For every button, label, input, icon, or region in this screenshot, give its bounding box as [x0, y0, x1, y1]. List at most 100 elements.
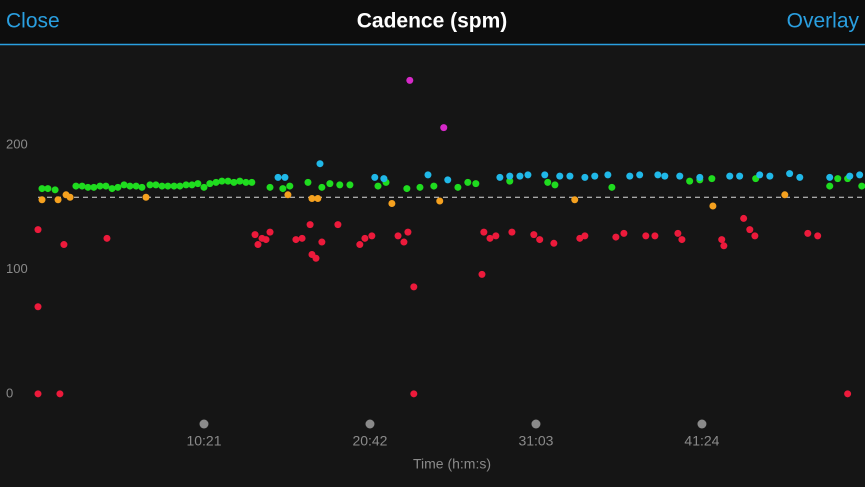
cadence-point [114, 183, 122, 191]
cadence-point [403, 185, 411, 193]
cadence-point [612, 233, 620, 241]
cadence-point [506, 172, 514, 180]
cadence-point [856, 171, 864, 179]
cadence-point [410, 390, 418, 398]
cadence-point [486, 234, 494, 242]
cadence-point [608, 183, 616, 191]
cadence-point [230, 178, 238, 186]
cadence-point [751, 232, 759, 240]
cadence-point [281, 173, 289, 181]
cadence-point [796, 173, 804, 181]
cadence-point [858, 182, 865, 190]
cadence-point [279, 185, 287, 193]
cadence-point [371, 173, 379, 181]
cadence-point [556, 172, 564, 180]
cadence-point [508, 228, 516, 236]
cadence-point [218, 177, 226, 185]
cadence-point [708, 175, 716, 183]
cadence-point [266, 228, 274, 236]
cadence-point [108, 185, 116, 193]
x-axis-label: Time (h:m:s) [413, 456, 491, 472]
cadence-point [566, 172, 574, 180]
cadence-point [626, 172, 634, 180]
cadence-point [604, 171, 612, 179]
cadence-point [356, 241, 364, 249]
cadence-point [254, 241, 262, 249]
cadence-point [146, 181, 154, 189]
cadence-point [266, 183, 274, 191]
cadence-point [158, 182, 166, 190]
cadence-point [696, 173, 704, 181]
cadence-point [406, 76, 414, 84]
cadence-point [96, 182, 104, 190]
cadence-point [308, 195, 316, 203]
cadence-point [814, 232, 822, 240]
x-tick-label: 41:24 [684, 433, 719, 449]
cadence-point [394, 232, 402, 240]
cadence-point [492, 232, 500, 240]
cadence-point [346, 181, 354, 189]
cadence-point [188, 181, 196, 189]
cadence-point [718, 236, 726, 244]
cadence-point [78, 182, 86, 190]
cadence-point [846, 172, 854, 180]
cadence-point [581, 232, 589, 240]
cadence-point [334, 221, 342, 229]
cadence-point [51, 186, 59, 194]
cadence-point [84, 183, 92, 191]
cadence-point [38, 196, 46, 204]
cadence-point [530, 231, 538, 239]
cadence-point [242, 178, 250, 186]
cadence-point [746, 226, 754, 234]
x-tick-label: 31:03 [518, 433, 553, 449]
cadence-point [440, 124, 448, 132]
cadence-point [374, 182, 382, 190]
cadence-point [54, 196, 62, 204]
cadence-point [142, 193, 150, 201]
cadence-point [72, 182, 80, 190]
cadence-point [536, 236, 544, 244]
cadence-point [444, 176, 452, 184]
cadence-point [284, 191, 292, 199]
cadence-point [756, 171, 764, 179]
cadence-point [686, 177, 694, 185]
cadence-point [674, 229, 682, 237]
cadence-point [516, 172, 524, 180]
cadence-point [236, 177, 244, 185]
close-button[interactable]: Close [6, 10, 60, 33]
y-tick-label: 0 [6, 385, 13, 400]
cadence-point [786, 170, 794, 178]
cadence-point [318, 183, 326, 191]
cadence-point [826, 173, 834, 181]
cadence-point [400, 238, 408, 246]
cadence-point [541, 171, 549, 179]
cadence-point [581, 173, 589, 181]
cadence-point [651, 232, 659, 240]
cadence-point [524, 171, 532, 179]
cadence-point [34, 390, 42, 398]
cadence-point [248, 178, 256, 186]
cadence-point [326, 180, 334, 188]
cadence-point [736, 172, 744, 180]
overlay-button[interactable]: Overlay [787, 10, 860, 33]
cadence-point [206, 180, 214, 188]
cadence-point [60, 241, 68, 249]
cadence-point [318, 238, 326, 246]
cadence-point [642, 232, 650, 240]
y-tick-label: 200 [6, 136, 28, 151]
cadence-point [286, 182, 294, 190]
cadence-point [170, 182, 178, 190]
cadence-point [164, 182, 172, 190]
cadence-point [472, 180, 480, 188]
cadence-point [132, 182, 140, 190]
cadence-point [56, 390, 64, 398]
y-tick-label: 100 [6, 261, 28, 276]
cadence-point [740, 214, 748, 222]
cadence-point [312, 254, 320, 262]
cadence-point [436, 197, 444, 205]
cadence-point [480, 228, 488, 236]
x-tick-mark [697, 419, 707, 429]
cadence-point [496, 173, 504, 181]
